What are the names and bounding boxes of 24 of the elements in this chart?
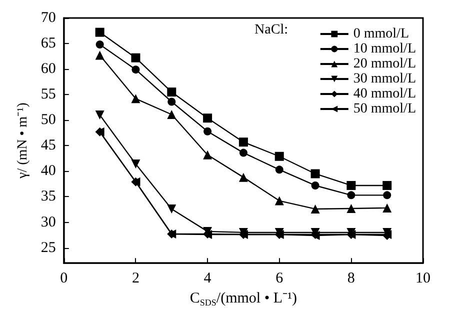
x-tick-label: 0 — [60, 270, 68, 287]
y-tick-label: 70 — [40, 10, 56, 26]
legend-label: 40 mmol/L — [353, 86, 416, 102]
y-tick-label: 40 — [40, 163, 56, 180]
y-tick-label: 35 — [40, 188, 56, 205]
y-tick-label: 50 — [40, 112, 56, 128]
x-tick-label: 4 — [204, 270, 212, 287]
y-tick-label: 60 — [40, 61, 56, 78]
x-tick-label: 10 — [416, 270, 430, 287]
x-tick-label: 2 — [132, 270, 140, 287]
legend-title: NaCl: — [254, 22, 288, 38]
legend-label: 20 mmol/L — [353, 56, 416, 72]
y-axis-title: γ/ (mN • m⁻¹) — [16, 102, 30, 180]
y-tick-label: 55 — [40, 86, 56, 103]
x-tick-label: 8 — [347, 270, 355, 287]
y-tick-label: 25 — [40, 240, 56, 256]
legend-label: 0 mmol/L — [353, 26, 410, 42]
x-tick-label: 6 — [276, 270, 284, 287]
legend-label: 50 mmol/L — [353, 102, 416, 116]
legend-label: 30 mmol/L — [353, 72, 416, 86]
y-tick-label: 45 — [40, 138, 56, 154]
y-tick-label: 30 — [40, 214, 56, 230]
legend-label: 10 mmol/L — [353, 42, 416, 56]
y-tick-label: 65 — [40, 36, 56, 52]
